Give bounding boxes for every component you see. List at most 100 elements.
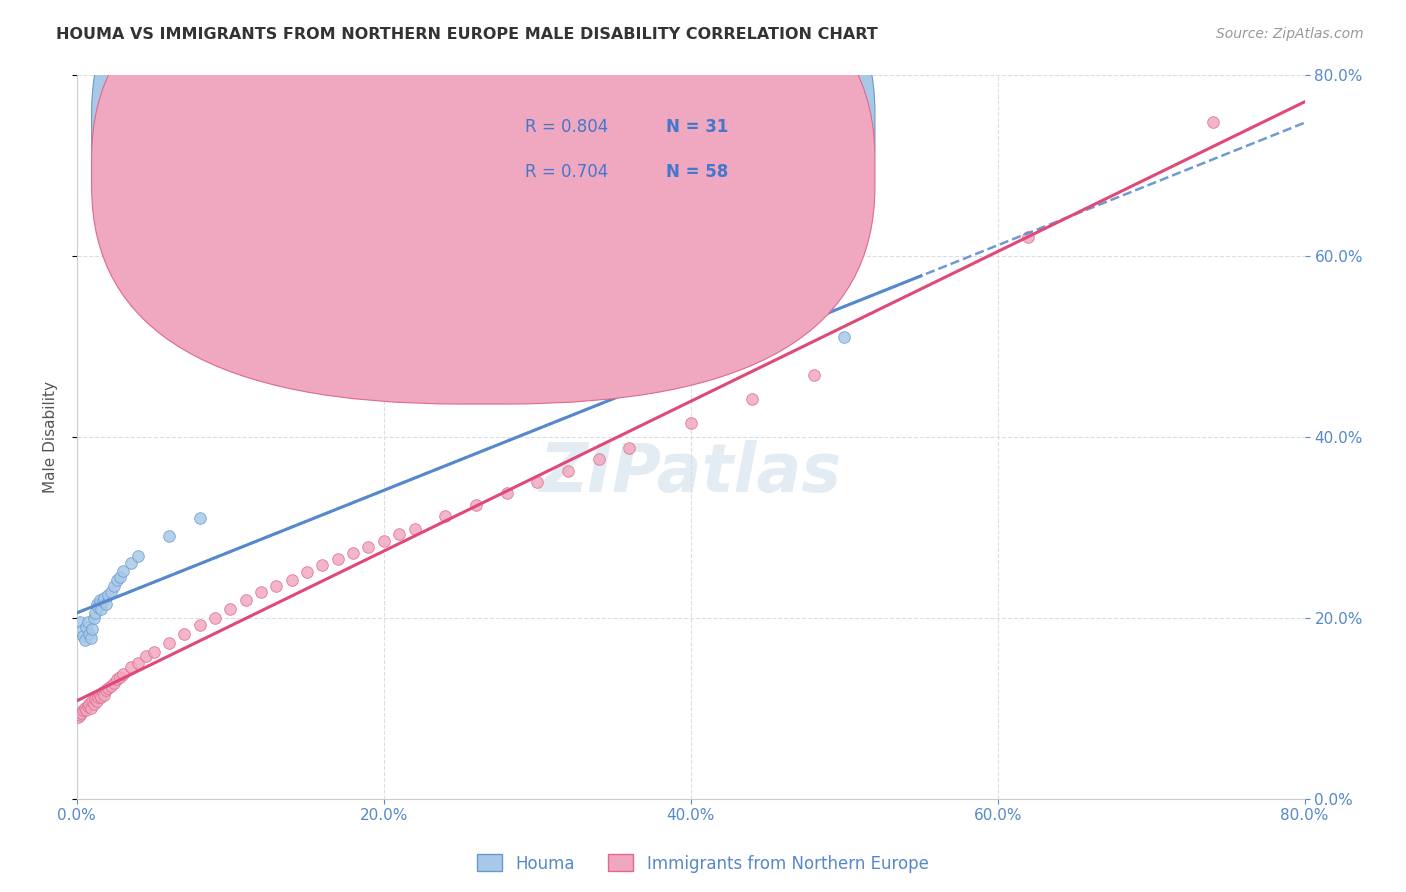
Point bbox=[72, 703, 94, 717]
Point bbox=[295, 566, 318, 580]
Point bbox=[710, 348, 733, 362]
Point bbox=[89, 688, 111, 702]
Point bbox=[86, 694, 108, 708]
Point bbox=[235, 592, 257, 607]
Point bbox=[76, 699, 98, 714]
Point bbox=[127, 656, 149, 670]
Point bbox=[69, 615, 91, 630]
Point bbox=[120, 660, 142, 674]
Point bbox=[619, 441, 641, 455]
Point bbox=[557, 464, 579, 478]
Text: R = 0.804: R = 0.804 bbox=[524, 118, 609, 136]
Point bbox=[108, 669, 131, 683]
Point bbox=[495, 485, 517, 500]
Text: N = 31: N = 31 bbox=[666, 118, 728, 136]
Point bbox=[1201, 114, 1223, 128]
Point bbox=[103, 676, 125, 690]
Point bbox=[157, 529, 180, 543]
FancyBboxPatch shape bbox=[91, 0, 875, 359]
Point bbox=[87, 599, 110, 614]
Point bbox=[89, 592, 111, 607]
Point bbox=[97, 681, 120, 696]
Point bbox=[464, 498, 486, 512]
Point bbox=[94, 597, 117, 611]
Point bbox=[204, 610, 226, 624]
Point bbox=[72, 629, 94, 643]
FancyBboxPatch shape bbox=[91, 0, 875, 404]
Point bbox=[79, 701, 101, 715]
Point bbox=[142, 645, 165, 659]
Text: R = 0.704: R = 0.704 bbox=[524, 163, 609, 181]
Point bbox=[73, 701, 96, 715]
Point bbox=[434, 509, 457, 524]
FancyBboxPatch shape bbox=[439, 93, 783, 205]
Point bbox=[76, 615, 98, 630]
Point bbox=[280, 573, 302, 587]
Point bbox=[373, 533, 395, 548]
Point bbox=[70, 624, 93, 639]
Point bbox=[111, 564, 134, 578]
Point bbox=[157, 636, 180, 650]
Point bbox=[648, 357, 671, 371]
Point bbox=[326, 552, 349, 566]
Point bbox=[188, 511, 211, 525]
Point bbox=[73, 633, 96, 648]
Point bbox=[91, 594, 114, 608]
Point bbox=[84, 692, 107, 706]
Legend: Houma, Immigrants from Northern Europe: Houma, Immigrants from Northern Europe bbox=[471, 847, 935, 880]
Point bbox=[84, 606, 107, 620]
Point bbox=[311, 558, 333, 573]
Point bbox=[75, 703, 97, 717]
Point bbox=[83, 697, 105, 711]
Point bbox=[135, 648, 157, 663]
Point bbox=[588, 452, 610, 467]
Text: ZIPatlas: ZIPatlas bbox=[540, 440, 842, 506]
Point bbox=[526, 475, 548, 489]
Point bbox=[388, 527, 411, 541]
Point bbox=[357, 540, 380, 554]
Point bbox=[250, 585, 273, 599]
Point bbox=[97, 588, 120, 602]
Point bbox=[105, 673, 128, 687]
Point bbox=[100, 679, 122, 693]
Point bbox=[103, 579, 125, 593]
Point bbox=[266, 579, 288, 593]
Point bbox=[127, 549, 149, 563]
Point bbox=[93, 688, 115, 702]
Point bbox=[803, 368, 825, 382]
Point bbox=[100, 585, 122, 599]
Point bbox=[219, 601, 242, 615]
Text: Source: ZipAtlas.com: Source: ZipAtlas.com bbox=[1216, 27, 1364, 41]
Point bbox=[679, 416, 702, 430]
Point bbox=[111, 666, 134, 681]
Point bbox=[83, 610, 105, 624]
Point bbox=[188, 618, 211, 632]
Point bbox=[79, 631, 101, 645]
Point bbox=[90, 601, 112, 615]
Point bbox=[105, 573, 128, 587]
Text: HOUMA VS IMMIGRANTS FROM NORTHERN EUROPE MALE DISABILITY CORRELATION CHART: HOUMA VS IMMIGRANTS FROM NORTHERN EUROPE… bbox=[56, 27, 877, 42]
Point bbox=[77, 627, 100, 641]
Point bbox=[404, 522, 426, 536]
Point bbox=[342, 545, 364, 559]
Point bbox=[75, 620, 97, 634]
Point bbox=[832, 330, 855, 344]
Point bbox=[741, 392, 763, 406]
Point bbox=[173, 627, 195, 641]
Point bbox=[1017, 230, 1039, 244]
Point bbox=[108, 570, 131, 584]
Point bbox=[94, 683, 117, 698]
Point bbox=[120, 557, 142, 571]
Point bbox=[87, 690, 110, 705]
Text: N = 58: N = 58 bbox=[666, 163, 728, 181]
Point bbox=[70, 706, 93, 720]
Point bbox=[82, 622, 104, 636]
Point bbox=[67, 710, 90, 724]
Point bbox=[86, 597, 108, 611]
Point bbox=[90, 690, 112, 705]
Point bbox=[82, 694, 104, 708]
Point bbox=[77, 697, 100, 711]
Y-axis label: Male Disability: Male Disability bbox=[44, 381, 58, 492]
Point bbox=[91, 685, 114, 699]
Point bbox=[93, 591, 115, 605]
